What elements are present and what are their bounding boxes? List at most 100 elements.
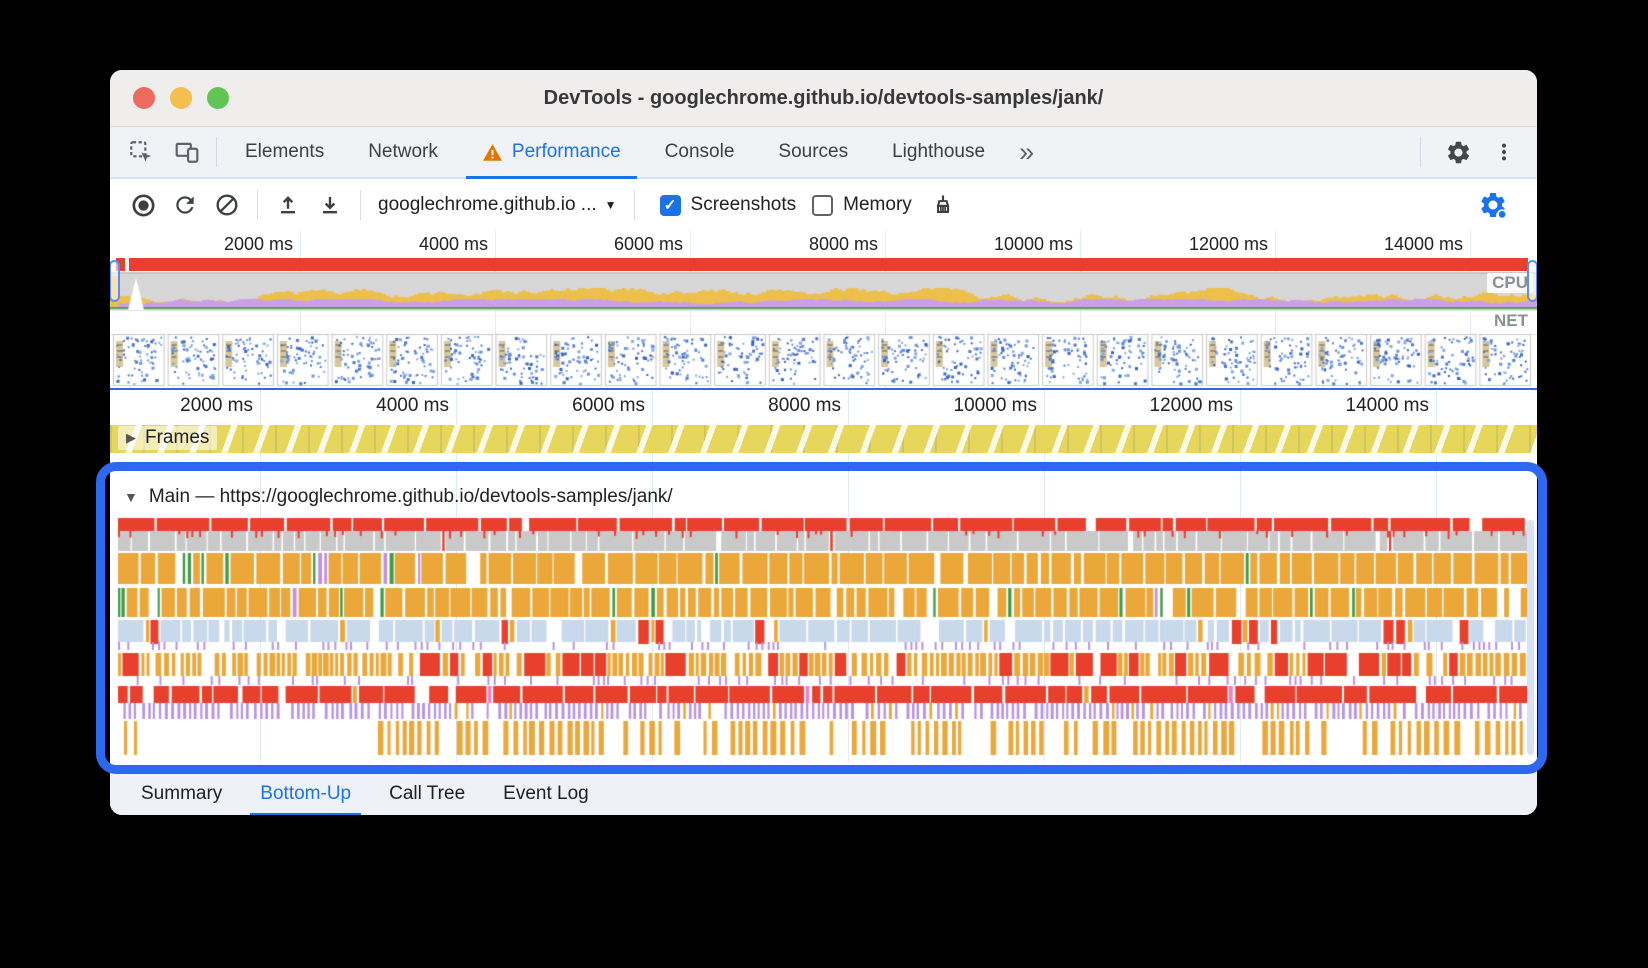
main-track-header[interactable]: ▼ Main — https://googlechrome.github.io/… [124, 486, 673, 508]
tab-label: Sources [778, 141, 849, 162]
chevron-down-icon: ▼ [604, 198, 617, 212]
ruler-tick-label: 2000 ms [180, 395, 253, 416]
upload-icon [280, 196, 296, 214]
ruler-tick-label: 12000 ms [1149, 395, 1233, 416]
capture-settings-button[interactable] [1475, 187, 1511, 223]
tab-performance[interactable]: Performance [460, 127, 643, 179]
frames-track[interactable]: ▶ Frames [110, 425, 1537, 453]
toolbar-separator [257, 190, 258, 220]
load-profile-button[interactable] [267, 184, 309, 226]
overview-time-ruler: 2000 ms 4000 ms 6000 ms 8000 ms 10000 ms 1200… [110, 231, 1537, 258]
gear-blue-icon [1481, 193, 1508, 220]
memory-checkbox[interactable]: Memory [812, 194, 912, 216]
screenshots-label: Screenshots [690, 194, 797, 215]
frames-track-label: Frames [145, 427, 210, 448]
download-icon [322, 196, 338, 214]
ruler-tick-label: 8000 ms [808, 234, 878, 254]
timeline-detail-panel[interactable]: 2000 ms 4000 ms 6000 ms 8000 ms 10000 ms 1200… [110, 388, 1537, 772]
ruler-tick-label: 2000 ms [223, 234, 293, 254]
tab-label: Console [664, 141, 735, 162]
ruler-tick-label: 6000 ms [613, 234, 683, 254]
tab-console[interactable]: Console [643, 127, 757, 177]
clear-icon [216, 194, 238, 216]
detail-tab-event-log[interactable]: Event Log [503, 782, 589, 804]
net-track-label: NET [1489, 311, 1533, 331]
cpu-overview-chart [110, 271, 1537, 310]
overview-right-drag-handle[interactable] [1527, 260, 1537, 302]
kebab-menu-icon [1501, 143, 1507, 161]
inspect-element-button[interactable] [118, 127, 164, 177]
more-tabs-button[interactable]: » [1019, 136, 1034, 167]
traffic-lights [133, 87, 229, 109]
detail-tabbar: Summary Bottom-Up Call Tree Event Log [110, 772, 1537, 815]
window-titlebar: DevTools - googlechrome.github.io/devtoo… [110, 70, 1537, 127]
ruler-tick-label: 12000 ms [1188, 234, 1268, 254]
reload-and-record-button[interactable] [164, 184, 206, 226]
checkbox-unchecked-icon [812, 194, 834, 216]
detail-tab-bottom-up[interactable]: Bottom-Up [241, 777, 370, 815]
tab-network[interactable]: Network [346, 127, 460, 177]
history-dropdown-value: googlechrome.github.io ... [378, 194, 597, 215]
tabbar-separator [216, 137, 217, 167]
zoom-window-button[interactable] [207, 87, 229, 109]
gear-icon [1447, 141, 1469, 163]
ruler-tick-label: 8000 ms [768, 395, 841, 416]
tab-label: Elements [245, 141, 325, 162]
expanded-triangle-icon: ▼ [124, 489, 138, 505]
garbage-collect-broom-icon [936, 195, 950, 213]
frames-track-header[interactable]: ▶ Frames [118, 426, 218, 450]
main-flame-chart[interactable] [114, 515, 1533, 759]
timeline-time-ruler: 2000 ms 4000 ms 6000 ms 8000 ms 10000 ms 1200… [110, 390, 1537, 425]
devtools-settings-button[interactable] [1435, 139, 1481, 166]
collect-garbage-button[interactable] [922, 184, 964, 226]
inspect-cursor-icon [130, 141, 152, 162]
toolbar-separator [360, 190, 361, 220]
screenshots-checkbox[interactable]: ✓ Screenshots [659, 194, 797, 216]
collapsed-triangle-icon: ▶ [126, 430, 136, 445]
toolbar-separator [633, 190, 635, 220]
main-track-label: Main — https://googlechrome.github.io/de… [148, 486, 673, 507]
reload-icon [176, 196, 194, 214]
ruler-tick-label: 10000 ms [993, 234, 1073, 254]
performance-toolbar: googlechrome.github.io ... ▼ ✓ Screensho… [110, 179, 1537, 231]
customize-devtools-button[interactable] [1481, 139, 1527, 165]
ruler-tick-label: 4000 ms [418, 234, 488, 254]
tabbar-separator [1420, 137, 1421, 167]
net-overview-track [110, 310, 1537, 335]
record-button[interactable] [122, 184, 164, 226]
save-profile-button[interactable] [309, 184, 351, 226]
record-icon [131, 193, 155, 217]
ruler-tick-label: 4000 ms [376, 395, 449, 416]
tab-label: Performance [511, 141, 621, 162]
devtools-window: DevTools - googlechrome.github.io/devtoo… [110, 70, 1537, 815]
devtools-tabbar: Elements Network Performance Console Sources… [110, 127, 1537, 179]
ruler-tick-label: 14000 ms [1383, 234, 1463, 254]
tab-label: Network [368, 141, 438, 162]
detail-tab-summary[interactable]: Summary [141, 782, 223, 804]
tab-label: Lighthouse [892, 141, 986, 162]
cpu-track-label: CPU [1487, 273, 1533, 293]
tab-sources[interactable]: Sources [756, 127, 870, 177]
close-window-button[interactable] [133, 87, 155, 109]
long-task-bar [129, 258, 1528, 271]
clear-recording-button[interactable] [206, 184, 248, 226]
memory-label: Memory [843, 194, 912, 215]
detail-tab-call-tree[interactable]: Call Tree [389, 782, 466, 804]
tab-lighthouse[interactable]: Lighthouse [870, 127, 1007, 177]
long-task-bar-segment [116, 258, 125, 271]
tabbar-right-controls [1406, 127, 1537, 177]
overview-left-drag-handle[interactable] [110, 260, 120, 302]
panel-tabs: Elements Network Performance Console Sources… [223, 127, 1007, 179]
minimize-window-button[interactable] [170, 87, 192, 109]
screenshot-filmstrip[interactable] [110, 333, 1537, 388]
history-dropdown[interactable]: googlechrome.github.io ... ▼ [370, 194, 625, 216]
toggle-device-toolbar-button[interactable] [164, 127, 210, 177]
ruler-tick-label: 14000 ms [1345, 395, 1429, 416]
ruler-tick-label: 6000 ms [572, 395, 645, 416]
checkbox-checked-icon: ✓ [659, 194, 681, 216]
window-title: DevTools - googlechrome.github.io/devtoo… [543, 86, 1104, 109]
vertical-scrollbar[interactable] [1527, 520, 1534, 755]
tab-elements[interactable]: Elements [223, 127, 346, 177]
timeline-overview[interactable]: 2000 ms 4000 ms 6000 ms 8000 ms 10000 ms 1200… [110, 231, 1537, 388]
ruler-tick-label: 10000 ms [953, 395, 1037, 416]
